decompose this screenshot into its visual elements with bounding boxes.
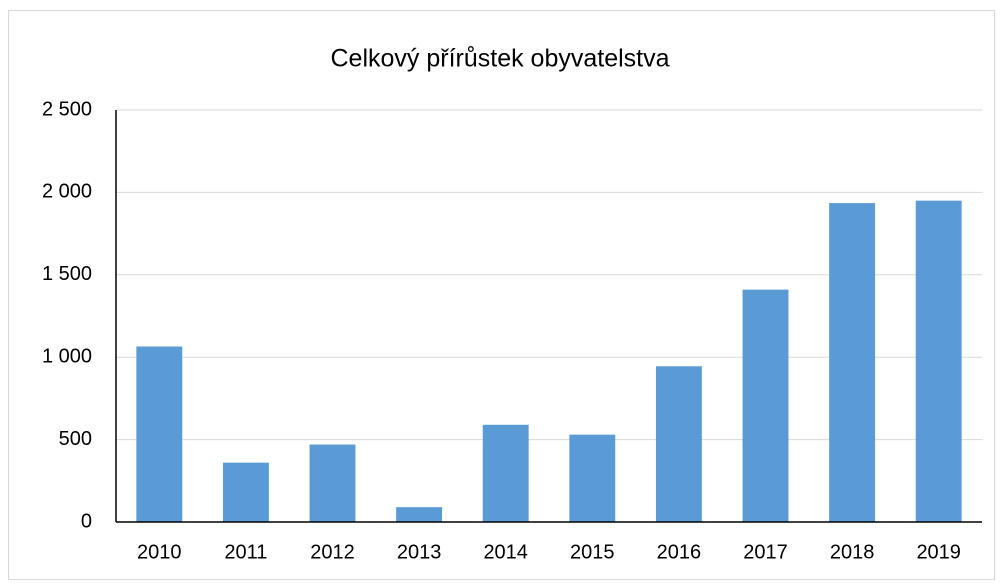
x-tick-label: 2015	[570, 541, 615, 563]
bar	[396, 507, 443, 522]
y-tick-label: 2 000	[42, 181, 92, 203]
x-tick-label: 2017	[743, 541, 788, 563]
y-tick-label: 0	[81, 510, 92, 532]
x-tick-label: 2014	[483, 541, 528, 563]
bar	[222, 462, 269, 522]
y-tick-label: 500	[59, 428, 92, 450]
y-tick-label: 2 500	[42, 98, 92, 120]
x-tick-label: 2012	[310, 541, 355, 563]
x-tick-label: 2019	[916, 541, 961, 563]
bar	[309, 444, 356, 522]
bar	[655, 366, 702, 522]
bar	[915, 200, 962, 522]
bar	[829, 203, 876, 522]
bar	[742, 289, 789, 522]
x-tick-label: 2011	[224, 541, 267, 563]
y-tick-label: 1 000	[42, 345, 92, 367]
y-tick-label: 1 500	[42, 263, 92, 285]
x-tick-label: 2018	[830, 541, 875, 563]
chart-title: Celkový přírůstek obyvatelstva	[330, 45, 669, 73]
bar	[136, 346, 183, 522]
x-tick-label: 2010	[137, 541, 182, 563]
bar	[482, 424, 529, 522]
x-tick-label: 2016	[657, 541, 702, 563]
x-tick-label: 2013	[397, 541, 442, 563]
bar	[569, 434, 616, 522]
